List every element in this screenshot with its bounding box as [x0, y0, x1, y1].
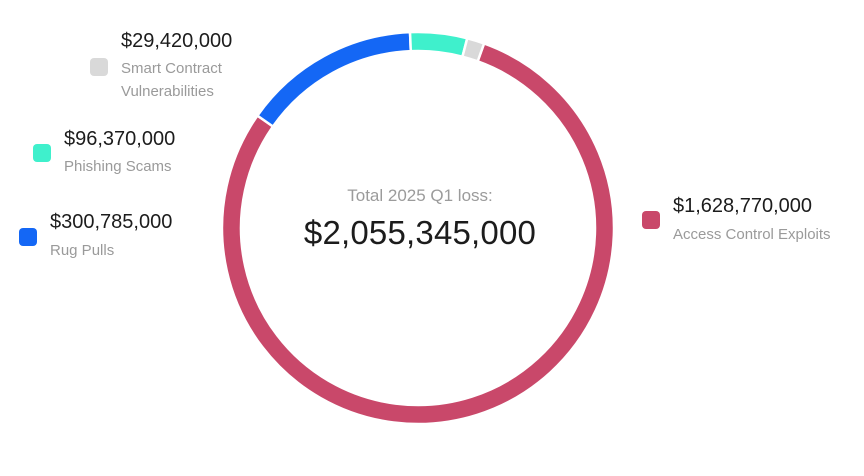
center-total-value: $2,055,345,000 — [303, 214, 537, 251]
legend-label-access-control: Access Control Exploits — [673, 226, 831, 243]
legend-swatch-smart-contract — [90, 58, 108, 76]
legend-swatch-rug-pulls — [19, 228, 37, 246]
legend-swatch-access-control — [642, 211, 660, 229]
center-label: Total 2025 Q1 loss: — [347, 186, 493, 205]
legend-label-rug-pulls: Rug Pulls — [50, 242, 115, 259]
legend-label-smart-contract-line1: Smart Contract — [121, 60, 222, 77]
donut-slice-rug-pulls — [256, 30, 413, 128]
chart-center: Total 2025 Q1 loss: $2,055,345,000 — [250, 186, 590, 252]
legend-swatch-phishing — [33, 144, 51, 162]
legend-value-rug-pulls: $300,785,000 — [50, 211, 173, 233]
legend-label-phishing: Phishing Scams — [64, 158, 172, 175]
donut-slice-phishing — [408, 30, 469, 58]
donut-slice-smart-contract — [461, 37, 486, 63]
legend-value-smart-contract: $29,420,000 — [121, 30, 233, 52]
legend-value-access-control: $1,628,770,000 — [673, 195, 813, 217]
legend-label-smart-contract-line2: Vulnerabilities — [121, 83, 214, 100]
legend-value-phishing: $96,370,000 — [64, 128, 176, 150]
